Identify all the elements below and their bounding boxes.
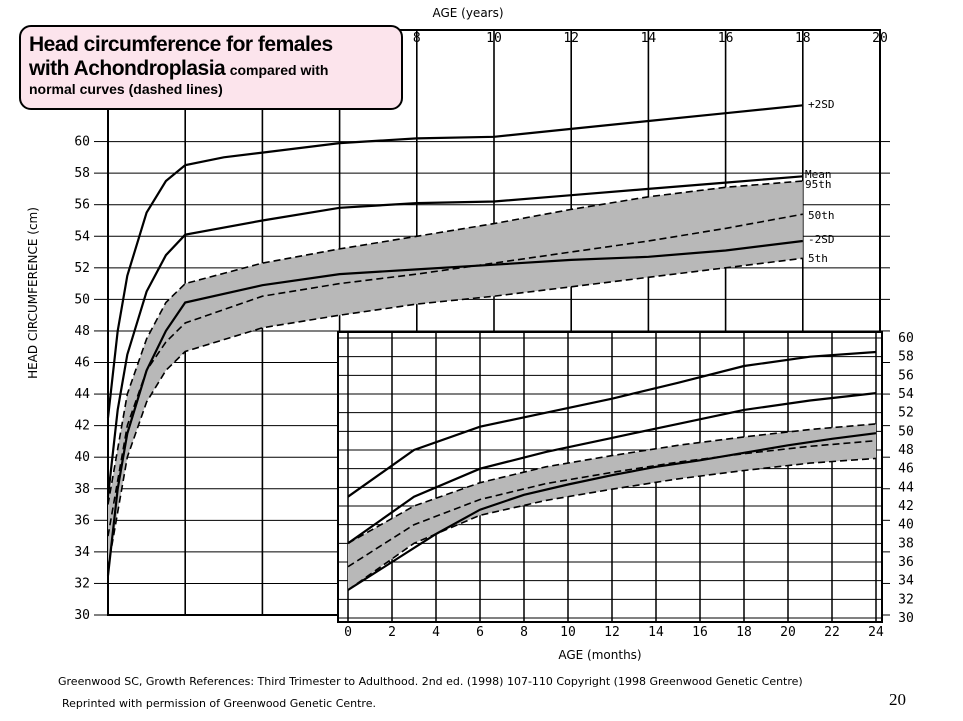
main-series-line-5th bbox=[107, 257, 803, 568]
main-y-tick-label: 46 bbox=[74, 356, 90, 371]
inset-plot-frame bbox=[337, 331, 883, 623]
inset-x-tick-label: 18 bbox=[736, 625, 752, 640]
main-x-tick-label: 18 bbox=[795, 31, 811, 46]
inset-y-tick-label: 38 bbox=[898, 536, 914, 551]
inset-x-tick-label: 24 bbox=[868, 625, 884, 640]
inset-series-line-95th bbox=[347, 423, 877, 544]
inset-y-tick-label: 48 bbox=[898, 443, 914, 458]
inset-x-tick-label: 8 bbox=[520, 625, 528, 640]
inset-x-tick-label: 14 bbox=[648, 625, 664, 640]
inset-x-tick-label: 0 bbox=[344, 625, 352, 640]
inset-y-tick-label: 54 bbox=[898, 387, 914, 402]
main-y-tick-label: 58 bbox=[74, 166, 90, 181]
series-label-mean: Mean bbox=[805, 168, 832, 181]
page-number: 20 bbox=[889, 690, 906, 709]
chart-title-box: Head circumference for females with Acho… bbox=[19, 25, 403, 110]
inset-x-tick-label: 10 bbox=[560, 625, 576, 640]
inset-x-axis-title: AGE (months) bbox=[558, 648, 641, 662]
main-y-tick-label: 56 bbox=[74, 198, 90, 213]
inset-x-tick-label: 16 bbox=[692, 625, 708, 640]
inset-x-tick-label: 2 bbox=[388, 625, 396, 640]
chart-title-line2-small: compared with bbox=[229, 62, 329, 79]
main-x-tick-label: 16 bbox=[718, 31, 734, 46]
inset-y-tick-label: 30 bbox=[898, 611, 914, 626]
inset-x-tick-label: 6 bbox=[476, 625, 484, 640]
series-label-50th: 50th bbox=[808, 209, 835, 222]
inset-y-tick-label: 52 bbox=[898, 406, 914, 421]
chart-title-line3: normal curves (dashed lines) bbox=[29, 81, 223, 98]
inset-y-tick-label: 50 bbox=[898, 424, 914, 439]
inset-series-line-50th bbox=[347, 439, 877, 568]
permission-note: Reprinted with permission of Greenwood G… bbox=[62, 697, 376, 710]
main-y-tick-label: 52 bbox=[74, 261, 90, 276]
series-label-plus2sd: +2SD bbox=[808, 98, 835, 111]
main-x-tick-label: 10 bbox=[486, 31, 502, 46]
inset-x-tick-label: 4 bbox=[432, 625, 440, 640]
inset-y-tick-label: 36 bbox=[898, 555, 914, 570]
main-x-tick-label: 14 bbox=[641, 31, 657, 46]
inset-series-line-plus2sd bbox=[347, 350, 877, 498]
inset-x-tick-label: 22 bbox=[824, 625, 840, 640]
main-y-tick-label: 40 bbox=[74, 450, 90, 465]
main-x-tick-label: 8 bbox=[413, 31, 421, 46]
main-x-axis-title: AGE (years) bbox=[432, 6, 503, 20]
main-y-tick-label: 48 bbox=[74, 324, 90, 339]
inset-x-tick-label: 20 bbox=[780, 625, 796, 640]
main-y-axis-title: HEAD CIRCUMFERENCE (cm) bbox=[26, 207, 40, 379]
inset-background bbox=[338, 332, 882, 667]
source-citation: Greenwood SC, Growth References: Third T… bbox=[58, 675, 803, 688]
main-series-line-plus2sd bbox=[106, 104, 803, 418]
inset-y-tick-label: 32 bbox=[898, 592, 914, 607]
main-normal-band bbox=[108, 181, 803, 568]
inset-y-tick-label: 56 bbox=[898, 368, 914, 383]
main-series-line-95th bbox=[107, 180, 803, 505]
inset-y-tick-label: 34 bbox=[898, 574, 914, 589]
inset-y-tick-label: 40 bbox=[898, 518, 914, 533]
main-y-tick-label: 60 bbox=[74, 135, 90, 150]
main-y-tick-label: 50 bbox=[74, 292, 90, 307]
main-y-tick-label: 36 bbox=[74, 513, 90, 528]
main-series-line-mean bbox=[106, 175, 803, 497]
main-series-line-50th bbox=[107, 213, 803, 537]
main-y-tick-label: 42 bbox=[74, 419, 90, 434]
main-y-tick-label: 30 bbox=[74, 608, 90, 623]
main-x-tick-label: 20 bbox=[872, 31, 888, 46]
inset-y-tick-label: 58 bbox=[898, 350, 914, 365]
series-label-95th: 95th bbox=[805, 178, 832, 191]
inset-y-tick-label: 44 bbox=[898, 480, 914, 495]
chart-title-line1: Head circumference for females bbox=[29, 33, 333, 56]
inset-x-tick-label: 12 bbox=[604, 625, 620, 640]
inset-normal-band bbox=[348, 423, 876, 590]
main-y-tick-label: 44 bbox=[74, 387, 90, 402]
inset-series-line-5th bbox=[347, 457, 877, 591]
main-y-tick-label: 38 bbox=[74, 482, 90, 497]
inset-y-tick-label: 60 bbox=[898, 331, 914, 346]
main-y-tick-label: 54 bbox=[74, 229, 90, 244]
inset-y-tick-label: 42 bbox=[898, 499, 914, 514]
series-label-5th: 5th bbox=[808, 252, 828, 265]
main-y-tick-label: 32 bbox=[74, 576, 90, 591]
inset-series-line-mean bbox=[347, 392, 877, 545]
series-label-minus2sd: -2SD bbox=[808, 233, 835, 246]
chart-title-line2: with Achondroplasia bbox=[29, 57, 226, 81]
inset-y-tick-label: 46 bbox=[898, 462, 914, 477]
main-series-line-minus2sd bbox=[106, 239, 803, 576]
main-y-tick-label: 34 bbox=[74, 545, 90, 560]
main-x-tick-label: 12 bbox=[563, 31, 579, 46]
